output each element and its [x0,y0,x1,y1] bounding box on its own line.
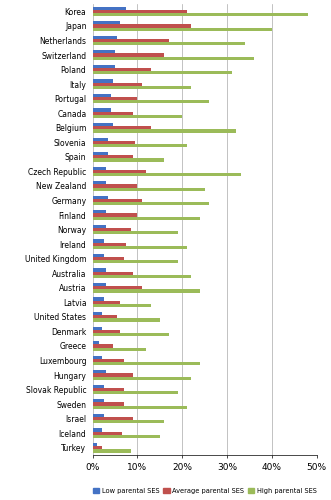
Bar [93,140,135,144]
Bar [93,50,115,53]
Bar [93,112,133,115]
Bar [93,21,119,24]
Bar [93,315,117,318]
Bar [93,97,137,100]
Bar [93,28,272,31]
Bar [93,170,146,173]
Bar [93,428,102,432]
Bar [93,443,97,446]
Bar [93,100,209,103]
Bar [93,246,187,249]
Bar [93,286,142,290]
Bar [93,348,146,350]
Bar [93,123,113,126]
Bar [93,71,232,74]
Bar [93,298,104,300]
Bar [93,196,108,199]
Bar [93,268,106,272]
Bar [93,24,191,28]
Bar [93,56,254,60]
Bar [93,435,160,438]
Bar [93,304,151,307]
Bar [93,108,111,112]
Bar [93,290,200,292]
Bar [93,420,165,424]
Bar [93,417,133,420]
Bar [93,402,124,406]
Bar [93,376,191,380]
Bar [93,406,187,409]
Bar [93,283,106,286]
Bar [93,65,115,68]
Bar [93,275,191,278]
Bar [93,450,131,452]
Bar [93,68,151,71]
Bar [93,13,308,16]
Bar [93,333,169,336]
Bar [93,42,245,45]
Bar [93,173,241,176]
Bar [93,300,119,304]
Bar [93,54,165,56]
Bar [93,318,160,322]
Bar [93,144,187,147]
Bar [93,199,142,202]
Bar [93,370,106,374]
Bar [93,330,119,333]
Bar [93,446,102,450]
Bar [93,184,137,188]
Bar [93,359,124,362]
Bar [93,181,106,184]
Bar [93,414,104,417]
Bar [93,228,131,231]
Bar [93,216,200,220]
Legend: Low parental SES, Average parental SES, High parental SES: Low parental SES, Average parental SES, … [90,486,319,496]
Bar [93,39,169,42]
Bar [93,115,182,118]
Bar [93,82,142,86]
Bar [93,240,104,242]
Bar [93,86,191,89]
Bar [93,188,205,191]
Bar [93,158,165,162]
Bar [93,356,102,359]
Bar [93,374,133,376]
Bar [93,138,108,140]
Bar [93,432,122,435]
Bar [93,242,126,246]
Bar [93,36,117,39]
Bar [93,391,178,394]
Bar [93,152,108,156]
Bar [93,362,200,366]
Bar [93,344,113,348]
Bar [93,80,113,82]
Bar [93,6,126,10]
Bar [93,272,133,275]
Bar [93,254,104,257]
Bar [93,156,133,158]
Bar [93,10,187,13]
Bar [93,257,124,260]
Bar [93,130,236,132]
Bar [93,385,104,388]
Bar [93,214,137,216]
Bar [93,94,111,97]
Bar [93,202,209,205]
Bar [93,260,178,264]
Bar [93,400,104,402]
Bar [93,231,178,234]
Bar [93,312,102,315]
Bar [93,210,106,214]
Bar [93,388,124,391]
Bar [93,225,106,228]
Bar [93,326,102,330]
Bar [93,126,151,130]
Bar [93,341,99,344]
Bar [93,166,106,170]
